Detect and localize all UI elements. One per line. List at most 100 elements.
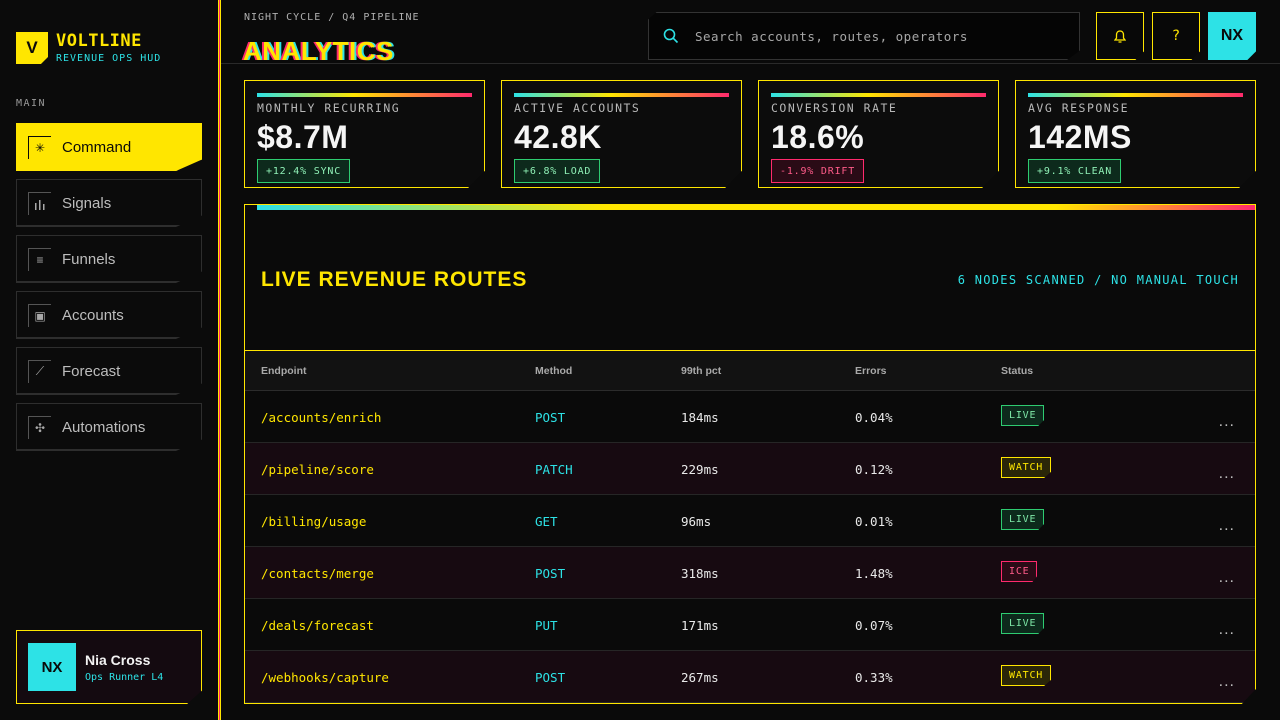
errors-cell: 0.33% — [855, 670, 893, 685]
p99-cell: 96ms — [681, 514, 712, 529]
column-header-p99[interactable]: 99th pct — [681, 365, 722, 377]
more-actions-icon[interactable]: ... — [1218, 413, 1235, 430]
errors-cell: 1.48% — [855, 566, 893, 581]
endpoint-cell: /webhooks/capture — [261, 670, 389, 685]
panel-accent-bar — [257, 205, 1255, 210]
endpoint-cell: /accounts/enrich — [261, 410, 382, 425]
accounts-icon: ▣ — [28, 303, 51, 327]
more-actions-icon[interactable]: ... — [1218, 621, 1235, 638]
kpi-label: CONVERSION RATE — [771, 101, 898, 115]
kpi-value: 42.8K — [514, 119, 602, 155]
kpi-label: AVG RESPONSE — [1028, 101, 1130, 115]
table-row[interactable]: /pipeline/score PATCH 229ms 0.12% WATCH … — [245, 443, 1255, 495]
sidebar-item-label: Funnels — [62, 250, 116, 268]
funnel-icon: ≡ — [28, 247, 51, 271]
sidebar-item-forecast[interactable]: ⟋ Forecast — [16, 347, 202, 395]
column-header-method[interactable]: Method — [535, 365, 573, 377]
panel-meta: 6 NODES SCANNED / NO MANUAL TOUCH — [957, 273, 1239, 287]
table-row[interactable]: /deals/forecast PUT 171ms 0.07% LIVE ... — [245, 599, 1255, 651]
status-badge: LIVE — [1001, 405, 1045, 426]
kpi-accent-bar — [514, 93, 729, 97]
divider — [245, 350, 1255, 351]
method-cell: POST — [535, 566, 566, 581]
panel-title: LIVE REVENUE ROUTES — [261, 268, 528, 291]
brand-name: VOLTLINE — [56, 31, 142, 51]
automation-icon: ✣ — [28, 415, 51, 439]
nav-section-label: MAIN — [16, 98, 47, 109]
table-row[interactable]: /accounts/enrich POST 184ms 0.04% LIVE .… — [245, 391, 1255, 443]
brand-logo[interactable]: V VOLTLINE REVENUE OPS HUD — [16, 32, 161, 64]
kpi-accent-bar — [1028, 93, 1243, 97]
table-row[interactable]: /billing/usage GET 96ms 0.01% LIVE ... — [245, 495, 1255, 547]
page-title: ANALYTICS — [243, 36, 394, 66]
method-cell: PATCH — [535, 462, 573, 477]
method-cell: POST — [535, 410, 566, 425]
kpi-label: ACTIVE ACCOUNTS — [514, 101, 641, 115]
sidebar-item-label: Command — [62, 138, 132, 156]
search-bar[interactable]: Search accounts, routes, operators — [648, 12, 1080, 60]
table-row[interactable]: /webhooks/capture POST 267ms 0.33% WATCH… — [245, 651, 1255, 703]
table-row[interactable]: /contacts/merge POST 318ms 1.48% ICE ... — [245, 547, 1255, 599]
method-cell: GET — [535, 514, 558, 529]
endpoint-cell: /deals/forecast — [261, 618, 374, 633]
sidebar-item-signals[interactable]: Signals — [16, 179, 202, 227]
search-input[interactable]: Search accounts, routes, operators — [695, 28, 968, 44]
kpi-delta-badge: +6.8% LOAD — [514, 159, 601, 183]
header-avatar[interactable]: NX — [1208, 12, 1256, 60]
column-header-endpoint[interactable]: Endpoint — [261, 365, 307, 377]
revenue-routes-panel: LIVE REVENUE ROUTES 6 NODES SCANNED / NO… — [244, 204, 1256, 704]
kpi-card-active-accounts: ACTIVE ACCOUNTS 42.8K +6.8% LOAD — [501, 80, 742, 188]
more-actions-icon[interactable]: ... — [1218, 569, 1235, 586]
p99-cell: 267ms — [681, 670, 719, 685]
kpi-accent-bar — [771, 93, 986, 97]
user-profile-card[interactable]: NX Nia Cross Ops Runner L4 — [16, 630, 202, 704]
sidebar-item-automations[interactable]: ✣ Automations — [16, 403, 202, 451]
kpi-value: 18.6% — [771, 119, 865, 155]
kpi-value: 142MS — [1028, 119, 1132, 155]
status-badge: ICE — [1001, 561, 1038, 582]
notifications-button[interactable] — [1096, 12, 1144, 60]
status-badge: LIVE — [1001, 613, 1045, 634]
top-header: NIGHT CYCLE / Q4 PIPELINE ANALYTICS Sear… — [221, 0, 1280, 66]
more-actions-icon[interactable]: ... — [1218, 465, 1235, 482]
search-icon — [663, 28, 679, 44]
brand-subtitle: REVENUE OPS HUD — [56, 53, 162, 64]
errors-cell: 0.12% — [855, 462, 893, 477]
table-header: Endpoint Method 99th pct Errors Status — [245, 351, 1255, 391]
kpi-card-monthly-recurring: MONTHLY RECURRING $8.7M +12.4% SYNC — [244, 80, 485, 188]
kpi-delta-badge: -1.9% DRIFT — [771, 159, 865, 183]
status-badge: WATCH — [1001, 665, 1052, 686]
method-cell: PUT — [535, 618, 558, 633]
user-name: Nia Cross — [85, 651, 151, 668]
errors-cell: 0.07% — [855, 618, 893, 633]
sidebar-item-command[interactable]: ✳ Command — [16, 123, 202, 171]
more-actions-icon[interactable]: ... — [1218, 673, 1235, 690]
sidebar-item-accounts[interactable]: ▣ Accounts — [16, 291, 202, 339]
kpi-label: MONTHLY RECURRING — [257, 101, 401, 115]
p99-cell: 171ms — [681, 618, 719, 633]
trend-line-icon: ⟋ — [28, 359, 51, 383]
column-header-errors[interactable]: Errors — [855, 365, 887, 377]
sidebar-item-label: Forecast — [62, 362, 121, 380]
more-actions-icon[interactable]: ... — [1218, 517, 1235, 534]
errors-cell: 0.01% — [855, 514, 893, 529]
kpi-delta-badge: +12.4% SYNC — [257, 159, 351, 183]
user-role: Ops Runner L4 — [85, 671, 164, 683]
breadcrumb: NIGHT CYCLE / Q4 PIPELINE — [244, 12, 420, 23]
method-cell: POST — [535, 670, 566, 685]
p99-cell: 184ms — [681, 410, 719, 425]
column-header-status[interactable]: Status — [1001, 365, 1034, 377]
brand-mark-icon: V — [16, 32, 48, 64]
help-button[interactable]: ? — [1152, 12, 1200, 60]
endpoint-cell: /billing/usage — [261, 514, 367, 529]
status-badge: LIVE — [1001, 509, 1045, 530]
sidebar-item-label: Accounts — [62, 306, 124, 324]
sidebar-item-funnels[interactable]: ≡ Funnels — [16, 235, 202, 283]
kpi-delta-badge: +9.1% CLEAN — [1028, 159, 1122, 183]
kpi-card-conversion-rate: CONVERSION RATE 18.6% -1.9% DRIFT — [758, 80, 999, 188]
status-badge: WATCH — [1001, 457, 1052, 478]
kpi-value: $8.7M — [257, 119, 349, 155]
errors-cell: 0.04% — [855, 410, 893, 425]
sidebar-item-label: Signals — [62, 194, 112, 212]
p99-cell: 229ms — [681, 462, 719, 477]
